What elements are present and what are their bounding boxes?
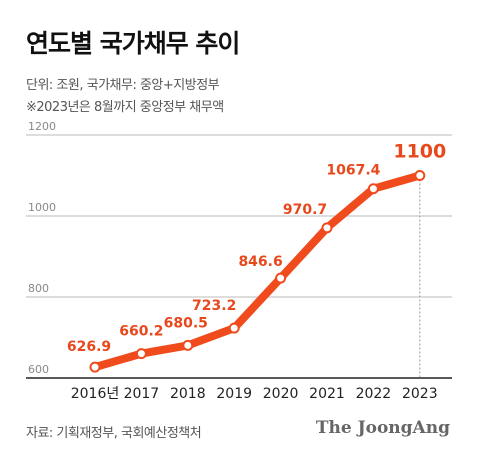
y-tick-label: 600	[28, 363, 49, 376]
publisher-logo: The JoongAng	[315, 418, 450, 438]
x-tick-label: 2020	[263, 386, 299, 402]
data-point	[89, 361, 101, 373]
y-tick-label: 1000	[28, 201, 56, 214]
data-point	[275, 272, 287, 284]
series-line	[91, 171, 424, 372]
y-tick-label: 1200	[28, 120, 56, 133]
data-label: 680.5	[164, 315, 208, 331]
source-note: 자료: 기획재정부, 국회예산정책처	[26, 426, 202, 441]
x-tick-label: 2023	[402, 386, 438, 402]
x-tick-label: 2022	[356, 386, 392, 402]
data-point	[321, 222, 333, 234]
data-point	[135, 348, 147, 360]
data-point	[228, 322, 240, 334]
data-point	[414, 170, 426, 181]
chart-title: 연도별 국가채무 추이	[26, 29, 240, 58]
data-label: 1067.4	[326, 163, 380, 179]
data-point	[367, 183, 379, 195]
data-label: 723.2	[192, 298, 236, 314]
x-tick-label: 2016년	[71, 386, 120, 402]
data-label: 626.9	[67, 339, 111, 355]
x-tick-label: 2019	[216, 386, 252, 402]
x-tick-label: 2018	[170, 386, 206, 402]
y-tick-label: 800	[28, 282, 49, 295]
data-label: 846.6	[238, 254, 282, 270]
data-point	[182, 339, 194, 351]
x-tick-label: 2017	[124, 386, 160, 402]
x-tick-label: 2021	[309, 386, 345, 402]
data-label: 660.2	[119, 324, 163, 340]
footnote: ※2023년은 8월까지 중앙정부 채무액	[26, 100, 224, 115]
unit-note: 단위: 조원, 국가채무: 중앙+지방정부	[26, 78, 220, 93]
data-label: 970.7	[283, 202, 327, 218]
data-label: 1100	[393, 141, 446, 163]
